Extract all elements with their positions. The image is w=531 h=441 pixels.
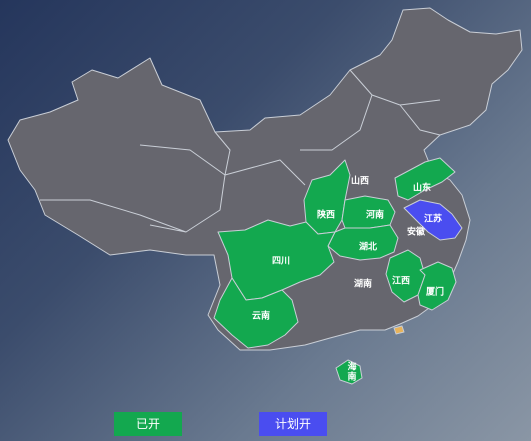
label-hunan: 湖南 xyxy=(354,278,372,290)
region-hubei[interactable] xyxy=(327,224,399,261)
legend-planned[interactable]: 计划开 xyxy=(259,412,327,436)
label-hainan-2: 南 xyxy=(347,371,356,383)
border-lines xyxy=(40,69,441,233)
region-jiangsu[interactable] xyxy=(403,199,463,241)
label-yunnan: 云南 xyxy=(252,310,270,322)
label-shanxi: 山西 xyxy=(351,175,369,187)
label-hainan-1: 海 xyxy=(347,361,356,373)
label-jiangxi: 江西 xyxy=(392,275,410,287)
label-xiamen: 厦门 xyxy=(426,286,444,298)
region-yunnan[interactable] xyxy=(213,277,299,349)
label-shaanxi: 陕西 xyxy=(317,209,335,221)
label-jiangsu: 江苏 xyxy=(424,213,442,225)
region-hainan[interactable] xyxy=(335,359,363,385)
label-henan: 河南 xyxy=(366,209,384,221)
label-hubei: 湖北 xyxy=(359,241,377,253)
label-anhui: 安徽 xyxy=(407,226,426,238)
label-sichuan: 四川 xyxy=(272,256,290,267)
legend-opened[interactable]: 已开 xyxy=(114,412,182,436)
region-fujian[interactable] xyxy=(417,261,457,311)
label-shandong: 山东 xyxy=(413,182,431,194)
region-highlight xyxy=(393,325,405,335)
region-shandong[interactable] xyxy=(394,157,456,201)
